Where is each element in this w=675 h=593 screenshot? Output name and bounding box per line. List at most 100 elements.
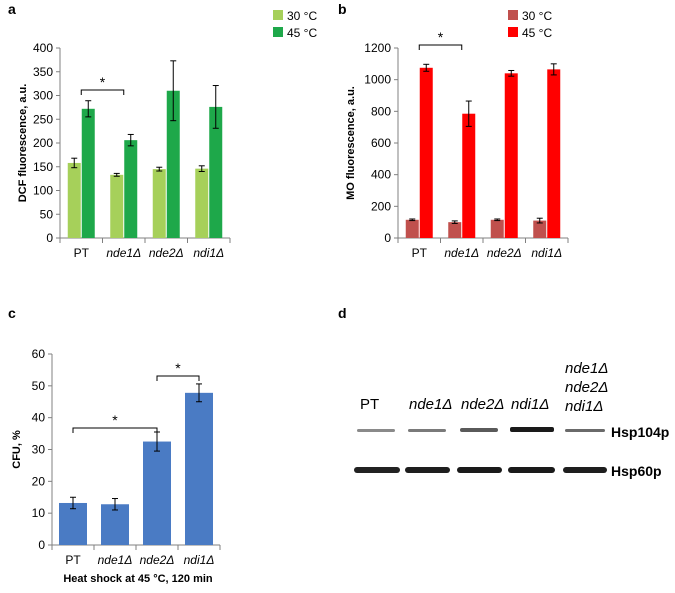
- bar: [504, 73, 518, 238]
- bar: [143, 441, 171, 545]
- wb-band-hsp60-ndi1: [508, 467, 555, 473]
- wb-lane-label: nde2Δ: [565, 379, 608, 396]
- legend-label: 30 °C: [287, 9, 317, 23]
- y-tick-label: 400: [33, 41, 53, 55]
- bar: [490, 219, 504, 238]
- y-tick-label: 60: [32, 347, 46, 361]
- wb-lane-label: ndi1Δ: [565, 398, 603, 415]
- x-tick-label: ndi1Δ: [193, 246, 224, 260]
- x-tick-label: ndi1Δ: [184, 553, 215, 567]
- wb-lane-label: nde1Δ: [409, 396, 452, 413]
- legend-label: 45 °C: [287, 26, 317, 40]
- bar: [209, 106, 223, 239]
- chart-dcf-fluorescence: 0 50 100 150 200 250 300 350 400 DCF fluorescence…: [17, 9, 317, 260]
- y-tick-label: 150: [33, 160, 53, 174]
- y-tick-label: 300: [33, 89, 53, 103]
- x-tick-label: nde1Δ: [98, 553, 133, 567]
- bar: [67, 162, 81, 238]
- bar: [405, 219, 419, 238]
- bar: [547, 69, 561, 238]
- y-tick-label: 400: [371, 168, 391, 182]
- y-tick-label: 250: [33, 112, 53, 126]
- bar: [81, 108, 95, 238]
- panel-letter-a: a: [8, 1, 16, 17]
- chart-cfu-heat-shock: 0 10 20 30 40 50 60 CFU, % PT nde1Δ nde2Δ ndi1Δ Heat…: [11, 347, 221, 585]
- significance-star: *: [438, 29, 444, 45]
- y-axis-title: MO fluorescence, a.u.: [345, 86, 357, 200]
- x-tick-label: PT: [412, 246, 428, 260]
- wb-band-hsp104-nde2: [460, 428, 498, 432]
- significance-star: *: [100, 74, 106, 90]
- significance-bracket: [156, 375, 200, 381]
- bar: [59, 502, 87, 545]
- wb-band-label-hsp104: Hsp104p: [611, 424, 669, 440]
- y-tick-label: 800: [371, 104, 391, 118]
- bar: [185, 392, 213, 545]
- bar: [462, 113, 476, 238]
- wb-band-hsp60-pt: [354, 467, 400, 473]
- y-tick-label: 1000: [364, 73, 391, 87]
- legend-swatch: [273, 10, 283, 20]
- wb-band-hsp104-nde1: [408, 429, 446, 432]
- significance-bracket: [80, 89, 125, 95]
- legend-label: 45 °C: [522, 26, 552, 40]
- wb-band-hsp60-nde2: [457, 467, 502, 473]
- x-tick-label: PT: [74, 246, 90, 260]
- x-tick-label: PT: [65, 553, 81, 567]
- wb-band-hsp104-triple: [565, 429, 605, 432]
- wb-lane-label: nde1Δ: [565, 360, 608, 377]
- chart-mo-fluorescence: 0 200 400 600 800 1000 1200 MO fluorescence, a.…: [345, 9, 569, 260]
- wb-band-hsp60-triple: [563, 467, 607, 473]
- y-tick-label: 0: [38, 538, 45, 552]
- y-tick-label: 20: [32, 474, 46, 488]
- bar: [110, 174, 124, 238]
- y-tick-label: 200: [371, 199, 391, 213]
- wb-lane-label: ndi1Δ: [511, 396, 549, 413]
- bar: [166, 90, 180, 238]
- panel-letter-b: b: [338, 1, 347, 17]
- significance-star: *: [112, 412, 118, 428]
- legend-swatch: [508, 27, 518, 37]
- y-tick-label: 1200: [364, 41, 391, 55]
- bar: [419, 67, 433, 239]
- panel-letter-c: c: [8, 305, 16, 321]
- y-tick-label: 40: [32, 411, 46, 425]
- y-tick-label: 600: [371, 136, 391, 150]
- y-tick-label: 350: [33, 65, 53, 79]
- legend-label: 30 °C: [522, 9, 552, 23]
- y-tick-label: 10: [32, 506, 46, 520]
- y-tick-label: 0: [384, 231, 391, 245]
- y-tick-label: 100: [33, 184, 53, 198]
- wb-band-label-hsp60: Hsp60p: [611, 463, 662, 479]
- bar: [101, 504, 129, 545]
- bar: [195, 168, 209, 238]
- wb-band-hsp104-ndi1: [510, 427, 554, 432]
- significance-star: *: [175, 360, 181, 376]
- x-tick-label: nde2Δ: [140, 553, 175, 567]
- significance-bracket: [72, 427, 158, 433]
- x-tick-label: nde1Δ: [444, 246, 479, 260]
- wb-lane-label: PT: [360, 396, 379, 413]
- y-axis-title: CFU, %: [11, 430, 23, 469]
- bar: [533, 220, 547, 238]
- panel-letter-d: d: [338, 305, 347, 321]
- y-tick-label: 30: [32, 443, 46, 457]
- x-tick-label: nde1Δ: [106, 246, 141, 260]
- wb-band-hsp104-pt: [357, 429, 395, 432]
- x-tick-label: nde2Δ: [149, 246, 184, 260]
- x-axis-title: Heat shock at 45 °C, 120 min: [63, 573, 213, 585]
- western-blot: PT nde1Δ nde2Δ ndi1Δ nde1Δ nde2Δ ndi1Δ H…: [354, 360, 669, 479]
- wb-band-hsp60-nde1: [405, 467, 450, 473]
- bar: [152, 169, 166, 238]
- y-tick-label: 0: [46, 231, 53, 245]
- bar: [124, 140, 138, 238]
- y-tick-label: 50: [32, 379, 46, 393]
- legend-swatch: [273, 27, 283, 37]
- wb-lane-label: nde2Δ: [461, 396, 504, 413]
- x-tick-label: nde2Δ: [487, 246, 522, 260]
- y-axis-title: DCF fluorescence, a.u.: [17, 84, 29, 203]
- bar: [448, 222, 462, 238]
- y-tick-label: 50: [40, 207, 54, 221]
- x-tick-label: ndi1Δ: [531, 246, 562, 260]
